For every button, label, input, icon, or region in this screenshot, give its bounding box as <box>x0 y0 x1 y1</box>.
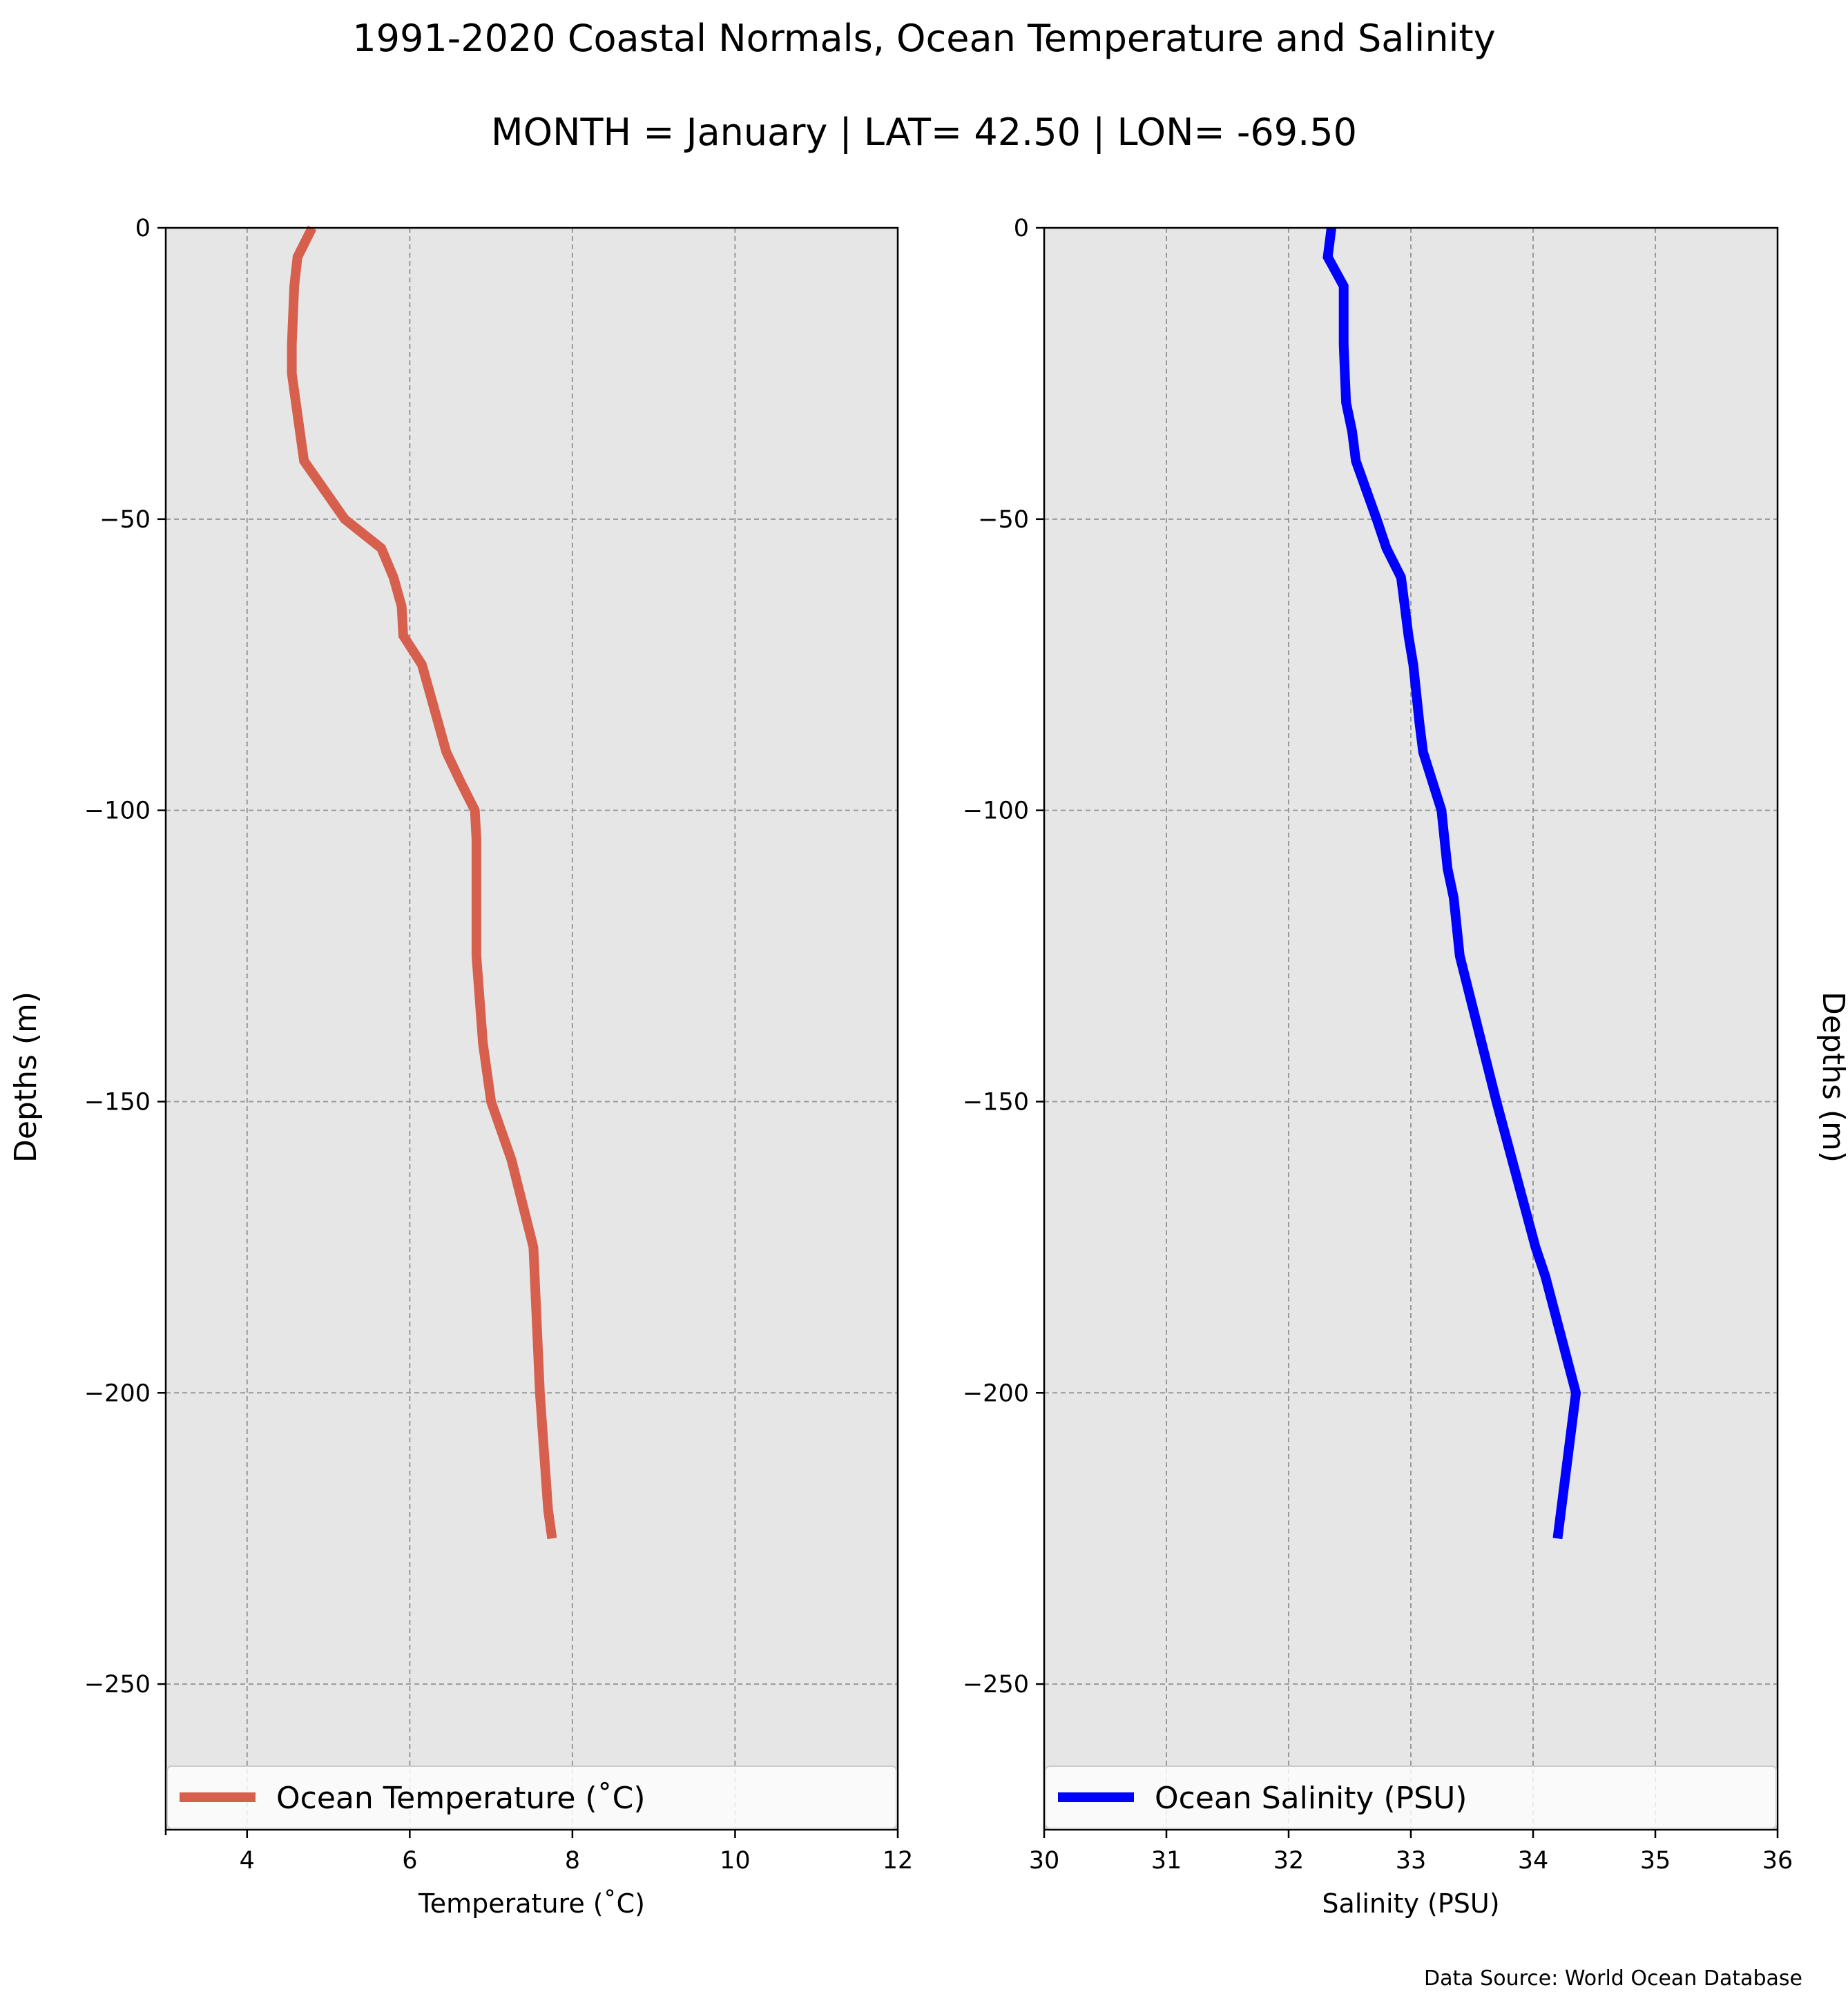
salinity-ytick-label-0: 0 <box>1014 215 1029 242</box>
salinity-x-axis-label: Salinity (PSU) <box>1322 1888 1499 1919</box>
salinity-y-axis-label: Depths (m) <box>1816 991 1848 1163</box>
temperature-ytick-label--200: −200 <box>84 1380 151 1407</box>
temperature-legend: Ocean Temperature (˚C) <box>166 1765 897 1829</box>
salinity-legend-label: Ocean Salinity (PSU) <box>1155 1781 1467 1816</box>
temperature-xtick-label-12: 12 <box>883 1847 914 1875</box>
salinity-series-line <box>1322 227 1581 1540</box>
salinity-x-ticks: 30 31 32 33 34 35 36 <box>1029 1830 1793 1875</box>
temperature-xtick-label-6: 6 <box>402 1847 417 1875</box>
temperature-x-axis-label: Temperature (˚C) <box>418 1888 645 1919</box>
temperature-xtick-label-10: 10 <box>720 1847 751 1875</box>
figure-subtitle: MONTH = January | LAT= 42.50 | LON= -69.… <box>491 110 1357 154</box>
temperature-ytick-label--150: −150 <box>84 1088 151 1116</box>
salinity-legend-box <box>1045 1765 1777 1829</box>
temperature-legend-box <box>166 1765 897 1829</box>
salinity-ytick-label--50: −50 <box>978 506 1029 534</box>
temperature-legend-label: Ocean Temperature (˚C) <box>276 1781 646 1816</box>
temperature-xtick-label-4: 4 <box>240 1847 255 1875</box>
temperature-xtick-label-8: 8 <box>565 1847 580 1875</box>
temperature-y-ticks: 0 −50 −100 −150 −200 −250 <box>84 215 166 1699</box>
salinity-panel: 0 −50 −100 −150 −200 −250 30 31 32 33 34 35 36 Sali… <box>963 215 1848 1919</box>
data-source-note: Data Source: World Ocean Database <box>1424 1966 1802 1991</box>
salinity-xtick-label-33: 33 <box>1396 1847 1427 1875</box>
temperature-y-axis-label: Depths (m) <box>8 991 44 1163</box>
figure-title: 1991-2020 Coastal Normals, Ocean Tempera… <box>352 17 1495 60</box>
temperature-ytick-label--250: −250 <box>84 1671 151 1699</box>
salinity-xtick-label-35: 35 <box>1640 1847 1671 1875</box>
salinity-xtick-label-31: 31 <box>1151 1847 1182 1875</box>
salinity-ytick-label--250: −250 <box>963 1671 1029 1699</box>
salinity-xtick-label-32: 32 <box>1273 1847 1305 1875</box>
salinity-ytick-label--200: −200 <box>963 1380 1029 1407</box>
temperature-x-ticks: 4 6 8 10 12 <box>164 1830 914 1875</box>
salinity-ytick-label--150: −150 <box>963 1088 1029 1116</box>
salinity-xtick-label-34: 34 <box>1518 1847 1549 1875</box>
salinity-y-ticks: 0 −50 −100 −150 −200 −250 <box>963 215 1044 1699</box>
temperature-axes-frame <box>164 226 899 1831</box>
temperature-plot-area <box>166 228 898 1830</box>
temperature-ytick-label--50: −50 <box>99 506 151 534</box>
salinity-xtick-label-36: 36 <box>1762 1847 1793 1875</box>
salinity-xtick-label-30: 30 <box>1029 1847 1060 1875</box>
temperature-ytick-label-0: 0 <box>135 215 151 242</box>
temperature-panel: 0 −50 −100 −150 −200 −250 4 6 8 10 12 Temperature… <box>8 215 913 1919</box>
temperature-ytick-label--100: −100 <box>84 797 151 825</box>
temperature-series-line <box>287 225 557 1540</box>
salinity-ytick-label--100: −100 <box>963 797 1029 825</box>
salinity-legend: Ocean Salinity (PSU) <box>1045 1765 1777 1829</box>
